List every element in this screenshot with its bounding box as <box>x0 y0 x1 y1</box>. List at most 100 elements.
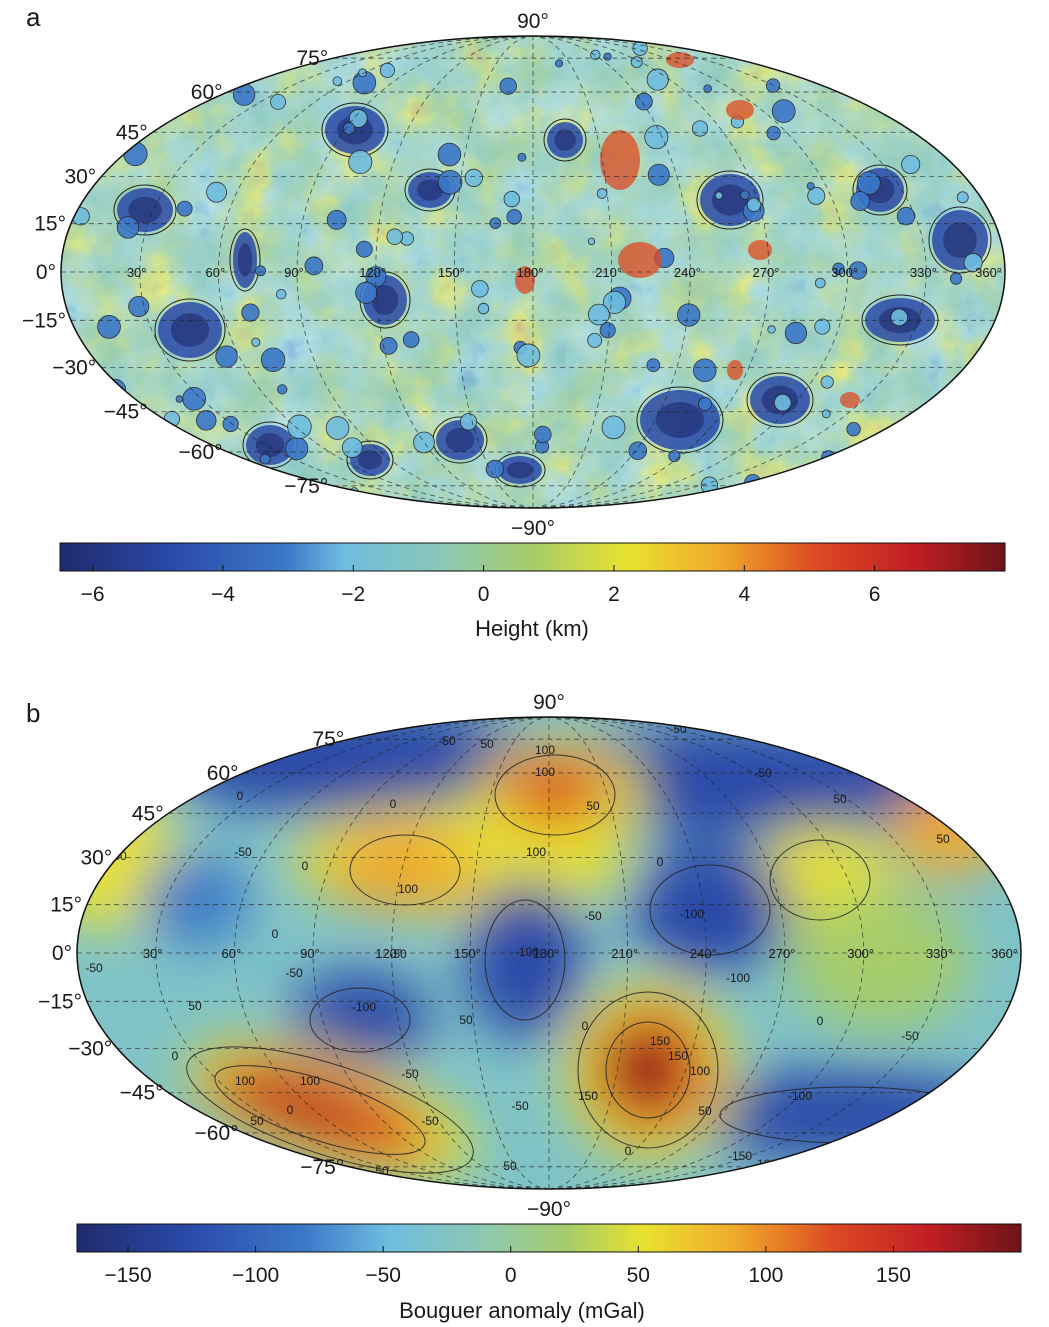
contour-label: -50 <box>389 947 407 961</box>
colorbar-tick-label: 2 <box>608 583 620 606</box>
contour-label: -50 <box>754 766 772 780</box>
colorbar-tick-label: 50 <box>627 1264 650 1287</box>
longitude-label: 360° <box>975 265 1002 280</box>
longitude-label: 150° <box>438 265 465 280</box>
latitude-label: 75° <box>297 47 329 70</box>
height-map <box>61 36 1005 508</box>
contour-label: 100 <box>690 1064 710 1078</box>
contour-label: 100 <box>235 1074 255 1088</box>
contour-label: 150 <box>578 1089 598 1103</box>
longitude-label: 240° <box>674 265 701 280</box>
contour-label: -50 <box>85 961 103 975</box>
longitude-label: 120° <box>375 946 402 961</box>
latitude-label: −30° <box>68 1037 112 1060</box>
latitude-label: −75° <box>284 475 328 498</box>
latitude-label: 45° <box>132 802 164 825</box>
contour-label: 0 <box>237 789 244 803</box>
colorbar-title: Height (km) <box>475 616 589 641</box>
latitude-label: 60° <box>207 762 239 785</box>
contour-label: -100 <box>680 907 704 921</box>
contour-label: -50 <box>511 1099 529 1113</box>
latitude-label: 60° <box>191 81 223 104</box>
latitude-label: −75° <box>300 1156 344 1179</box>
contour-label: -50 <box>901 1029 919 1043</box>
longitude-label: 180° <box>517 265 544 280</box>
contour-label: -150 <box>728 1149 752 1163</box>
longitude-label: 270° <box>769 946 796 961</box>
contour-label: 50 <box>480 737 494 751</box>
colorbar-tick-label: 6 <box>869 583 881 606</box>
map-border <box>76 716 1022 1190</box>
latitude-label: 0° <box>52 942 72 965</box>
longitude-label: 210° <box>611 946 638 961</box>
contour-label: 0 <box>817 1014 824 1028</box>
contour-label: -50 <box>438 734 456 748</box>
latitude-label: −60° <box>179 441 223 464</box>
contour-label: -50 <box>669 722 687 736</box>
latitude-label: −45° <box>120 1082 164 1105</box>
contour-label: -100 <box>515 945 539 959</box>
longitude-label: 210° <box>595 265 622 280</box>
latitude-label: −90° <box>511 517 555 540</box>
colorbar-tick-label: −100 <box>232 1264 279 1287</box>
longitude-label: 120° <box>359 265 386 280</box>
contour-label: 0 <box>287 1103 294 1117</box>
panel-b: b <box>26 691 1022 1323</box>
latitude-label: 15° <box>34 213 66 236</box>
latitude-label: 0° <box>36 261 56 284</box>
latitude-label: −30° <box>52 356 96 379</box>
colorbar-tick-label: −4 <box>211 583 235 606</box>
latitude-label: −15° <box>22 309 66 332</box>
contour-label: -50 <box>421 1114 439 1128</box>
panel-letter: b <box>26 698 40 728</box>
colorbar <box>59 542 1006 572</box>
longitude-label: 360° <box>991 946 1018 961</box>
latitude-label: 90° <box>517 10 549 33</box>
longitude-label: 300° <box>847 946 874 961</box>
colorbar-tick-label: 150 <box>876 1264 911 1287</box>
latitude-label: −90° <box>527 1198 571 1221</box>
latitude-label: 75° <box>313 728 345 751</box>
longitude-label: 30° <box>127 265 147 280</box>
contour-label: 50 <box>698 1104 712 1118</box>
contour-label: 100 <box>398 882 418 896</box>
panel-letter: a <box>26 2 41 32</box>
latitude-label: −60° <box>195 1122 239 1145</box>
colorbar-tick-label: 4 <box>738 583 750 606</box>
contour-label: 50 <box>188 999 202 1013</box>
longitude-label: 90° <box>284 265 304 280</box>
contour-label: -50 <box>584 909 602 923</box>
contour-label: -50 <box>234 845 252 859</box>
latitude-label: 90° <box>533 691 565 714</box>
contour-label: 100 <box>300 1074 320 1088</box>
colorbar-tick-label: −50 <box>365 1264 401 1287</box>
colorbar <box>76 1223 1022 1253</box>
contour-label: 150 <box>668 1049 688 1063</box>
contour-label: -100 <box>788 1089 812 1103</box>
contour-label: 50 <box>586 799 600 813</box>
longitude-label: 150° <box>454 946 481 961</box>
contour-label: 0 <box>625 1144 632 1158</box>
latitude-label: 30° <box>80 847 112 870</box>
contour-label: 100 <box>535 743 555 757</box>
latitude-label: 30° <box>64 166 96 189</box>
longitude-label: 180° <box>533 946 560 961</box>
longitude-label: 60° <box>221 946 241 961</box>
latitude-label: 15° <box>50 894 82 917</box>
latitude-label: 45° <box>116 121 148 144</box>
contour-label: -50 <box>285 966 303 980</box>
contour-label: 50 <box>833 792 847 806</box>
longitude-label: 270° <box>753 265 780 280</box>
contour-label: 0 <box>272 927 279 941</box>
contour-label: -50 <box>371 1164 389 1178</box>
map-border <box>60 35 1006 509</box>
contour-label: 0 <box>582 1019 589 1033</box>
longitude-label: 330° <box>926 946 953 961</box>
contour-label: -100 <box>352 1000 376 1014</box>
longitude-label: 300° <box>831 265 858 280</box>
colorbar-tick-label: 0 <box>505 1264 517 1287</box>
contour-label: -50 <box>401 1067 419 1081</box>
contour-label: 50 <box>459 1013 473 1027</box>
colorbar-tick-label: 100 <box>748 1264 783 1287</box>
